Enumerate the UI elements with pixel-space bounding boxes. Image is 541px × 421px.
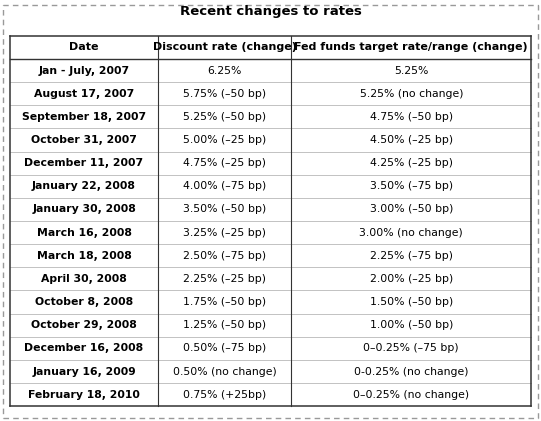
Text: October 8, 2008: October 8, 2008 <box>35 297 133 307</box>
Text: 0–0.25% (–75 bp): 0–0.25% (–75 bp) <box>364 344 459 353</box>
Text: September 18, 2007: September 18, 2007 <box>22 112 146 122</box>
Text: 4.75% (–25 bp): 4.75% (–25 bp) <box>183 158 266 168</box>
Text: 2.25% (–75 bp): 2.25% (–75 bp) <box>370 251 453 261</box>
Text: April 30, 2008: April 30, 2008 <box>41 274 127 284</box>
FancyBboxPatch shape <box>3 5 538 418</box>
Text: 3.25% (–25 bp): 3.25% (–25 bp) <box>183 228 266 237</box>
Text: February 18, 2010: February 18, 2010 <box>28 390 140 400</box>
Text: Discount rate (change): Discount rate (change) <box>153 43 297 52</box>
Text: Date: Date <box>69 43 99 52</box>
Text: 4.00% (–75 bp): 4.00% (–75 bp) <box>183 181 267 191</box>
Text: 1.50% (–50 bp): 1.50% (–50 bp) <box>370 297 453 307</box>
Text: 0.50% (–75 bp): 0.50% (–75 bp) <box>183 344 267 353</box>
Text: 3.00% (no change): 3.00% (no change) <box>359 228 463 237</box>
Text: 1.00% (–50 bp): 1.00% (–50 bp) <box>370 320 453 330</box>
Text: 0-0.25% (no change): 0-0.25% (no change) <box>354 367 469 376</box>
Text: August 17, 2007: August 17, 2007 <box>34 89 134 99</box>
Text: 3.00% (–50 bp): 3.00% (–50 bp) <box>370 205 453 214</box>
Text: October 29, 2008: October 29, 2008 <box>31 320 137 330</box>
Text: 2.00% (–25 bp): 2.00% (–25 bp) <box>370 274 453 284</box>
Text: 4.25% (–25 bp): 4.25% (–25 bp) <box>370 158 453 168</box>
Text: 0–0.25% (no change): 0–0.25% (no change) <box>353 390 470 400</box>
Text: 5.00% (–25 bp): 5.00% (–25 bp) <box>183 135 267 145</box>
Text: 3.50% (–75 bp): 3.50% (–75 bp) <box>370 181 453 191</box>
Text: January 30, 2008: January 30, 2008 <box>32 205 136 214</box>
Text: 0.50% (no change): 0.50% (no change) <box>173 367 277 376</box>
Text: 5.75% (–50 bp): 5.75% (–50 bp) <box>183 89 266 99</box>
Text: Jan - July, 2007: Jan - July, 2007 <box>38 66 130 75</box>
Text: March 16, 2008: March 16, 2008 <box>37 228 131 237</box>
Text: 0.75% (+25bp): 0.75% (+25bp) <box>183 390 267 400</box>
Text: Fed funds target rate/range (change): Fed funds target rate/range (change) <box>294 43 528 52</box>
Text: 5.25%: 5.25% <box>394 66 428 75</box>
Text: Recent changes to rates: Recent changes to rates <box>180 5 361 18</box>
Text: 5.25% (no change): 5.25% (no change) <box>360 89 463 99</box>
Text: 5.25% (–50 bp): 5.25% (–50 bp) <box>183 112 266 122</box>
Text: 4.50% (–25 bp): 4.50% (–25 bp) <box>370 135 453 145</box>
Text: 2.25% (–25 bp): 2.25% (–25 bp) <box>183 274 266 284</box>
Text: October 31, 2007: October 31, 2007 <box>31 135 137 145</box>
Text: 1.75% (–50 bp): 1.75% (–50 bp) <box>183 297 266 307</box>
Text: 2.50% (–75 bp): 2.50% (–75 bp) <box>183 251 266 261</box>
Text: March 18, 2008: March 18, 2008 <box>37 251 131 261</box>
Text: January 22, 2008: January 22, 2008 <box>32 181 136 191</box>
Text: January 16, 2009: January 16, 2009 <box>32 367 136 376</box>
Text: 3.50% (–50 bp): 3.50% (–50 bp) <box>183 205 267 214</box>
Text: December 11, 2007: December 11, 2007 <box>24 158 143 168</box>
Text: December 16, 2008: December 16, 2008 <box>24 344 143 353</box>
Text: 1.25% (–50 bp): 1.25% (–50 bp) <box>183 320 266 330</box>
Text: 4.75% (–50 bp): 4.75% (–50 bp) <box>370 112 453 122</box>
Text: 6.25%: 6.25% <box>208 66 242 75</box>
